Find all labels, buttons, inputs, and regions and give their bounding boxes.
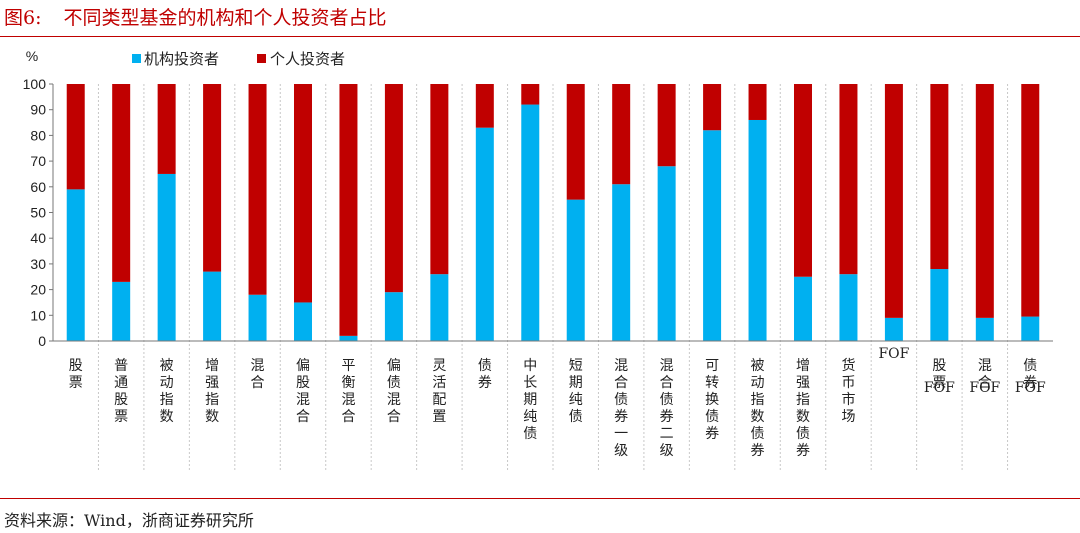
y-tick-label: 20 (30, 282, 46, 298)
y-tick-label: 40 (30, 230, 46, 246)
x-category-label: 平衡混合 (341, 358, 355, 425)
x-category-label: FOF (878, 346, 909, 362)
y-tick-labels: 0 10 20 30 40 50 60 70 80 90 100 (23, 76, 47, 349)
bar-institution (566, 199, 585, 341)
y-tick-label: 90 (30, 102, 46, 118)
y-tick-label: 100 (23, 76, 47, 92)
divider-lines (97, 84, 1009, 470)
figure-title-text: 不同类型基金的机构和个人投资者占比 (63, 7, 387, 29)
axes (49, 83, 1053, 342)
x-category-labels: 股票 普通股票 被动指数 增强指数 混合 偏股混合 平衡混合 偏债混合 灵活配置 债券 中长期纯债 短… (69, 346, 1046, 459)
legend-label-institution: 机构投资者 (144, 50, 219, 68)
x-category-label: 可转换债券 (705, 358, 719, 442)
bar-individual (794, 84, 812, 277)
x-category-label: 普通股票 (114, 358, 128, 425)
x-category-label: 增强指数债券 (796, 358, 810, 459)
y-tick-label: 70 (30, 153, 46, 169)
bar-institution (612, 184, 631, 341)
bar-institution (475, 127, 494, 341)
bar-institution (884, 317, 903, 341)
bar-individual (930, 84, 949, 270)
y-tick-label: 60 (30, 179, 46, 195)
bar-institution (703, 130, 722, 341)
bar-individual (112, 84, 131, 282)
x-category-label: 灵活配置 (432, 358, 446, 425)
legend-swatch-institution (132, 54, 141, 63)
y-tick-label: 50 (30, 205, 46, 221)
bar-individual (157, 84, 176, 174)
y-tick-label: 0 (38, 333, 46, 349)
bar-individual (203, 84, 222, 272)
bar-individual (657, 84, 676, 167)
bar-institution (66, 189, 85, 341)
bar-institution (248, 294, 267, 341)
bar-individual (475, 84, 494, 128)
bar-institution (203, 271, 222, 341)
bar-individual (294, 84, 312, 303)
x-category-label: 股票 (69, 358, 83, 391)
bar-individual (612, 84, 631, 185)
legend-label-individual: 个人投资者 (270, 50, 345, 68)
bar-institution (339, 335, 358, 341)
legend-swatch-individual (257, 54, 266, 63)
bar-institution (1021, 316, 1040, 341)
x-category-label: 股票FOF (924, 358, 955, 396)
bar-institution (157, 173, 176, 341)
bar-institution (657, 166, 676, 341)
bar-institution (384, 292, 403, 341)
x-category-label: 混合 (251, 358, 265, 391)
x-category-label: 混合FOF (969, 358, 1000, 396)
bar-individual (975, 84, 994, 318)
x-category-label: 偏债混合 (387, 358, 401, 425)
figure-title: 图6: 不同类型基金的机构和个人投资者占比 (4, 3, 387, 33)
bar-individual (384, 84, 403, 293)
x-category-label: 偏股混合 (296, 358, 310, 425)
bar-individual (248, 84, 267, 295)
x-category-label: 短期纯债 (569, 358, 583, 425)
x-category-label: 混合债券二级 (660, 358, 674, 459)
bars (66, 84, 1040, 341)
bar-individual (521, 84, 540, 105)
bar-individual (748, 84, 767, 120)
bar-institution (839, 274, 858, 341)
y-tick-label: 10 (30, 307, 46, 323)
x-category-label: 中长期纯债 (523, 358, 537, 442)
bar-institution (975, 317, 994, 341)
bar-institution (112, 281, 131, 341)
y-tick-label: 30 (30, 256, 46, 272)
x-category-label: 被动指数 (160, 358, 174, 425)
title-rule (0, 36, 1080, 37)
legend: 机构投资者 个人投资者 (132, 50, 345, 68)
bar-individual (566, 84, 585, 200)
bar-individual (339, 84, 358, 336)
bar-institution (930, 269, 949, 341)
y-axis-unit: % (26, 48, 38, 64)
bar-individual (66, 84, 85, 190)
x-category-label: 混合债券一级 (614, 358, 628, 459)
bar-individual (703, 84, 722, 131)
bar-institution (794, 276, 812, 341)
bar-individual (430, 84, 449, 275)
bar-individual (839, 84, 858, 275)
x-category-label: 货币市场 (841, 357, 855, 425)
y-tick-label: 80 (30, 127, 46, 143)
bar-institution (430, 274, 449, 341)
bar-institution (748, 119, 767, 341)
bar-institution (521, 104, 540, 341)
bar-individual (1021, 84, 1040, 317)
bar-individual (884, 84, 903, 318)
x-category-label: 被动指数债券 (751, 358, 765, 459)
source-note: 资料来源：Wind，浙商证券研究所 (4, 511, 254, 530)
x-category-label: 债券 (478, 358, 492, 391)
x-category-label: 债券FOF (1015, 358, 1046, 396)
bar-institution (294, 302, 312, 341)
source-rule (0, 498, 1080, 499)
x-category-label: 增强指数 (205, 358, 219, 425)
figure-label: 图6: (4, 7, 42, 29)
